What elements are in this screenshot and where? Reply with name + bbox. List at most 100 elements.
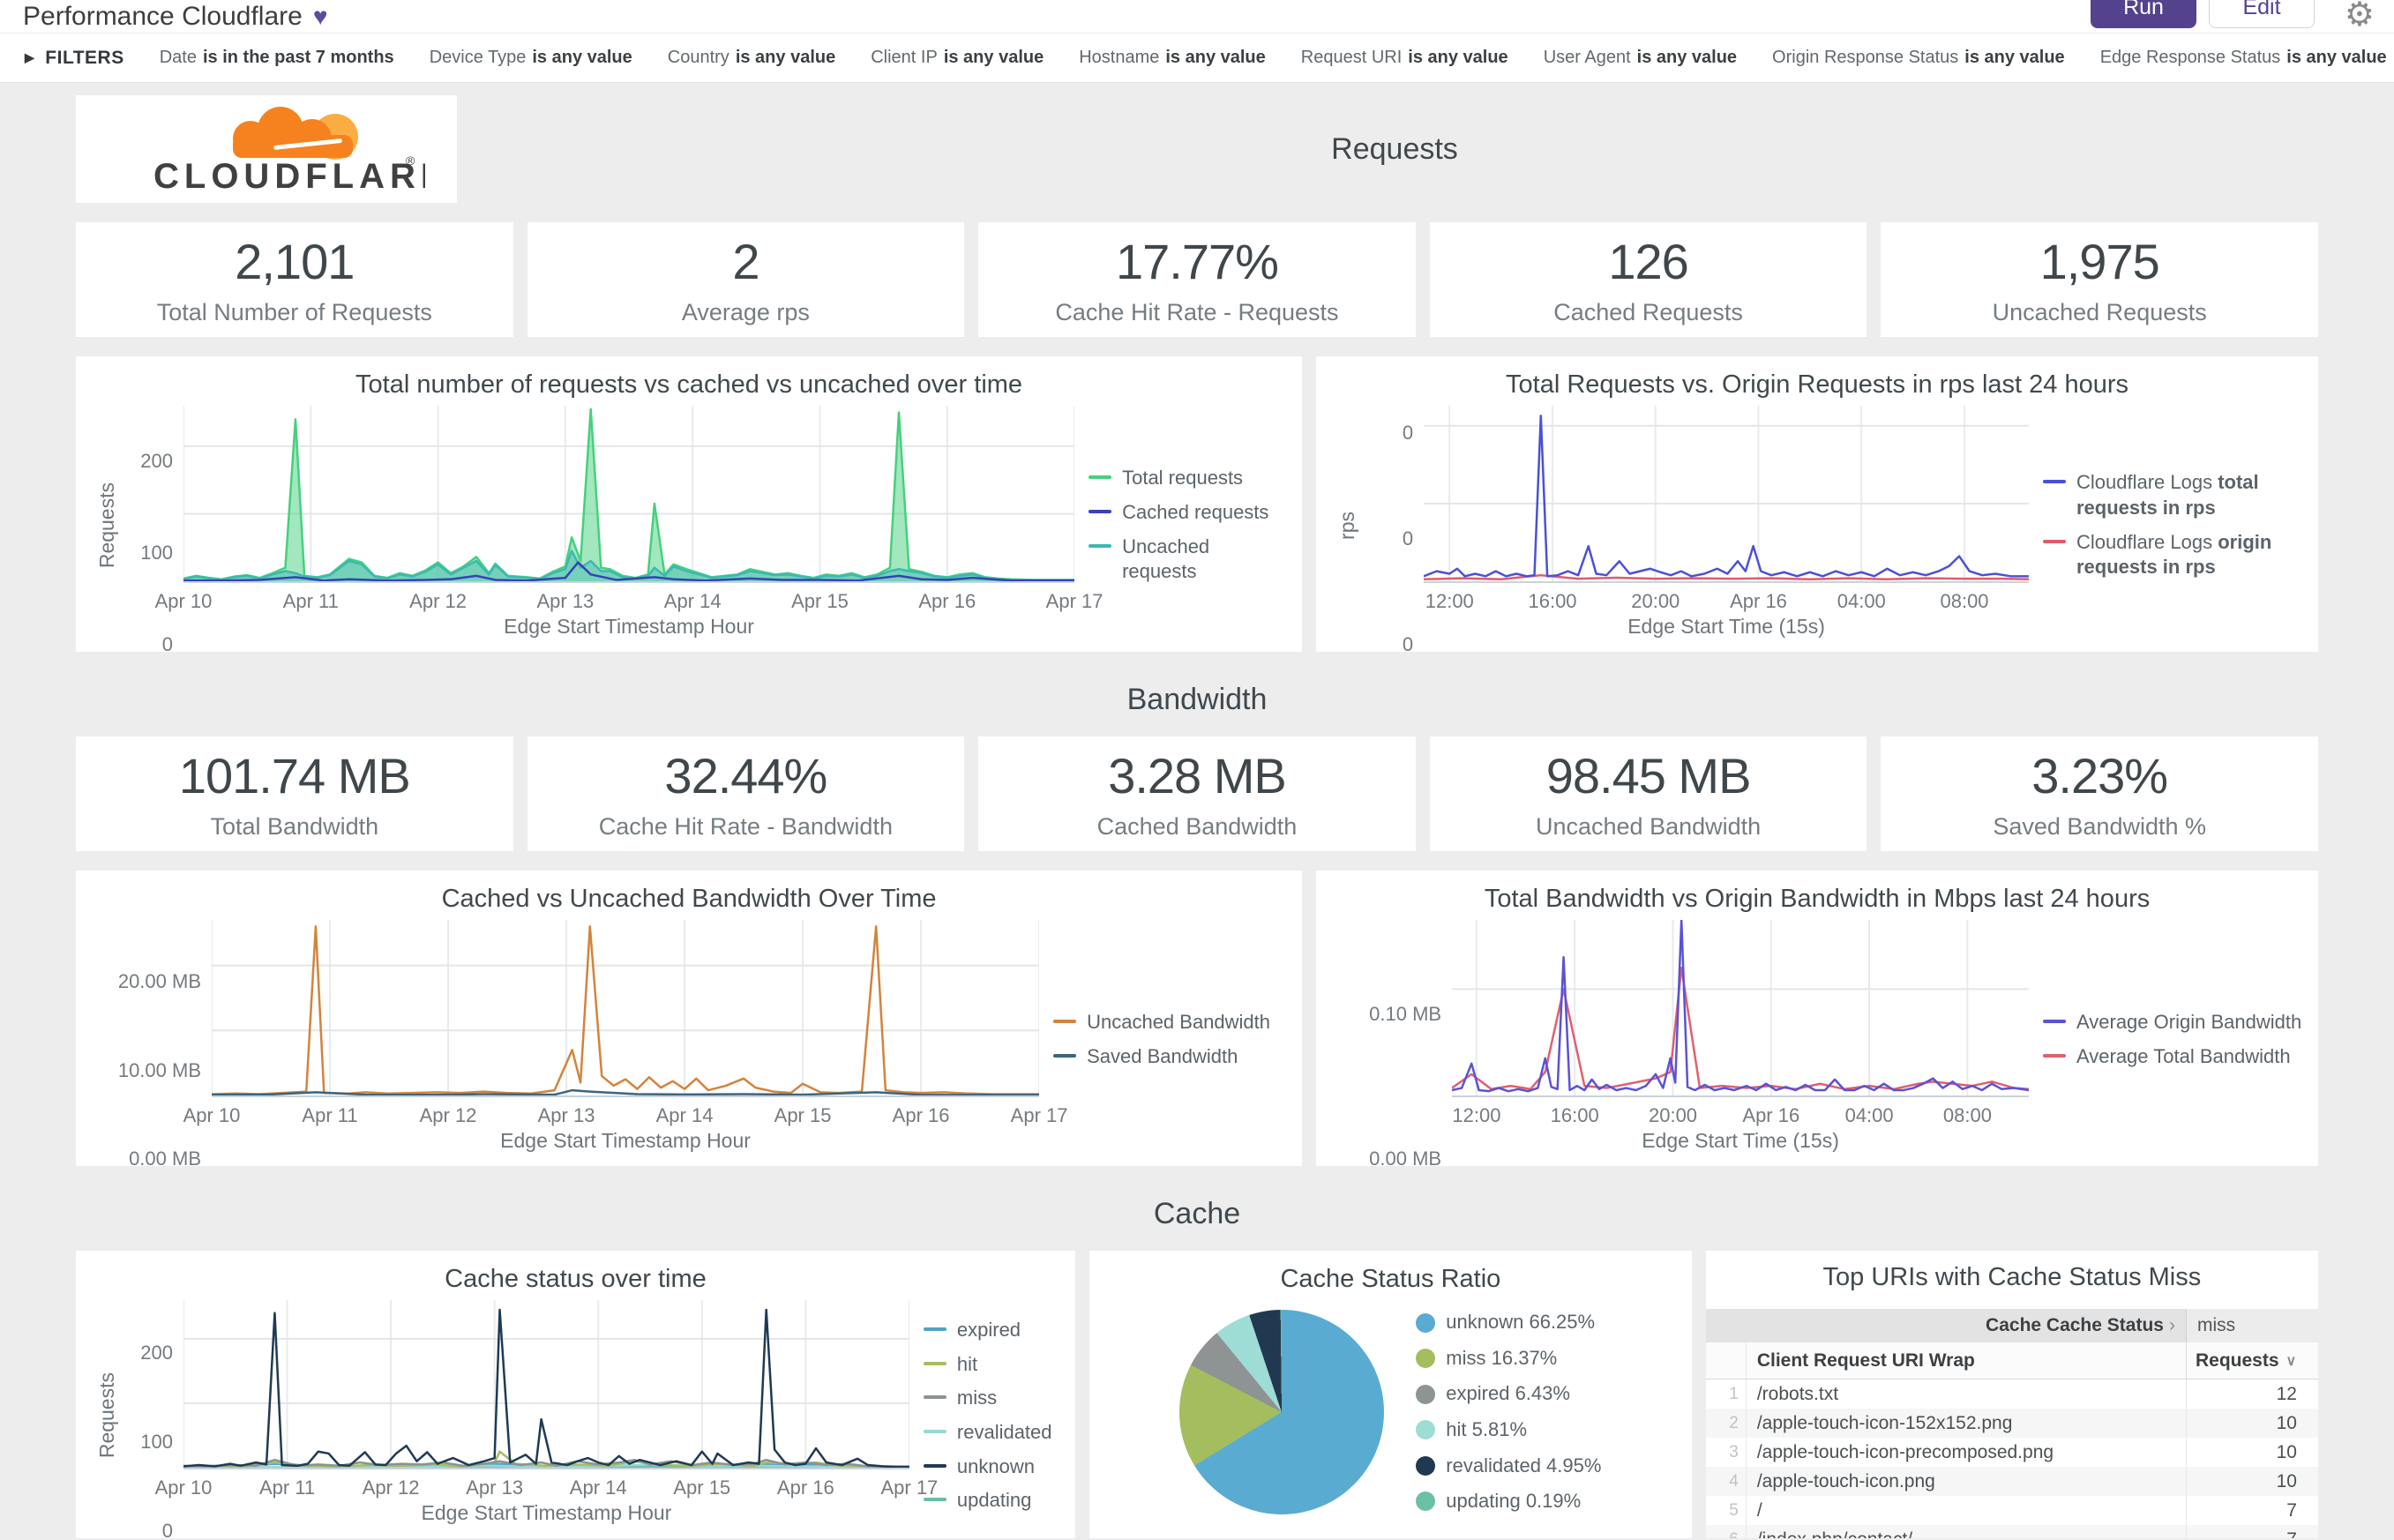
cell-requests[interactable]: 7	[2185, 1525, 2318, 1538]
table-row[interactable]: 2/apple-touch-icon-152x152.png 10	[1705, 1409, 2318, 1438]
legend-item-miss[interactable]: miss	[923, 1386, 1059, 1411]
filter-item-country[interactable]: Country is any value	[667, 48, 836, 67]
filter-item-hostname[interactable]: Hostname is any value	[1079, 48, 1266, 67]
legend-item-average-total-bandwidth[interactable]: Average Total Bandwidth	[2042, 1044, 2302, 1070]
x-tick-label: 20:00	[1648, 1104, 1698, 1126]
cell-requests[interactable]: 12	[2185, 1379, 2318, 1409]
cell-uri[interactable]: /robots.txt	[1756, 1383, 1839, 1404]
x-tick-label: Apr 12	[409, 590, 468, 612]
chart-plot-area[interactable]	[183, 406, 1075, 583]
chart-title: Total number of requests vs cached vs un…	[355, 370, 1023, 399]
cell-uri[interactable]: /apple-touch-icon-precomposed.png	[1756, 1441, 2054, 1462]
pie-legend-item-miss[interactable]: miss 16.37%	[1416, 1346, 1601, 1372]
kpi-value: 2	[732, 234, 759, 289]
section-title-requests: Requests	[1331, 131, 1458, 166]
legend-item-total-requests[interactable]: Total requests	[1089, 466, 1286, 491]
data-table: Cache Cache Status › miss Client Request …	[1705, 1309, 2318, 1539]
legend-item-total-requests-in-rps[interactable]: Cloudflare Logs total requests in rps	[2042, 470, 2302, 520]
row-number: 5	[1706, 1496, 1747, 1525]
legend-item-saved-bandwidth[interactable]: Saved Bandwidth	[1053, 1044, 1286, 1070]
table-top-uris: Top URIs with Cache Status Miss Cache Ca…	[1705, 1251, 2318, 1539]
pie-legend: unknown 66.25% miss 16.37% expired 6.43% hi…	[1416, 1310, 1601, 1514]
x-tick-label: Apr 17	[1045, 590, 1103, 612]
legend-item-expired[interactable]: expired	[923, 1318, 1059, 1343]
column-header-requests[interactable]: Requests ∨	[2185, 1342, 2318, 1379]
legend-item-updating[interactable]: updating	[923, 1488, 1059, 1514]
legend-label: hit	[956, 1352, 978, 1375]
legend-item-average-origin-bandwidth[interactable]: Average Origin Bandwidth	[2042, 1010, 2302, 1035]
cell-requests[interactable]: 10	[2185, 1438, 2318, 1467]
cell-uri[interactable]: /apple-touch-icon-152x152.png	[1756, 1412, 2013, 1433]
pie-legend-item-hit[interactable]: hit 5.81%	[1416, 1417, 1601, 1443]
kpi-value: 17.77%	[1116, 234, 1279, 289]
legend-item-cached-requests[interactable]: Cached requests	[1089, 500, 1286, 526]
cell-requests[interactable]: 7	[2185, 1496, 2318, 1525]
x-tick-label: 12:00	[1452, 1104, 1501, 1126]
legend-swatch	[1416, 1312, 1436, 1333]
cell-uri[interactable]: /	[1756, 1499, 1762, 1521]
cell-uri[interactable]: /apple-touch-icon.png	[1756, 1470, 1935, 1491]
chart-bandwidth-24h: Total Bandwidth vs Origin Bandwidth in M…	[1316, 871, 2318, 1170]
table-row[interactable]: 6/index.php/contact/7	[1705, 1525, 2318, 1539]
edit-button[interactable]: Edit	[2209, 0, 2315, 28]
filter-item-request-uri[interactable]: Request URI is any value	[1300, 48, 1508, 67]
cloudflare-logo-tile: CLOUDFLARE ®	[76, 95, 457, 203]
chart-plot-area[interactable]	[1452, 920, 2029, 1097]
bandwidth-charts-row: Cached vs Uncached Bandwidth Over Time 0…	[76, 871, 2318, 1170]
dashboard-canvas: CLOUDFLARE ® Requests 2,101 Total Number…	[0, 83, 2394, 1540]
x-tick-label: 08:00	[1940, 590, 1989, 612]
filter-item-origin-response-status[interactable]: Origin Response Status is any value	[1772, 48, 2065, 67]
cell-requests[interactable]: 10	[2185, 1467, 2318, 1496]
x-tick-label: Apr 14	[655, 1104, 714, 1126]
y-tick-label: 100	[140, 541, 173, 564]
pie-legend-item-updating[interactable]: updating 0.19%	[1416, 1489, 1601, 1514]
gear-icon[interactable]: ⚙	[2344, 0, 2375, 34]
filter-item-device-type[interactable]: Device Type is any value	[429, 48, 632, 67]
chart-plot-area[interactable]	[212, 920, 1040, 1097]
filter-item-client-ip[interactable]: Client IP is any value	[871, 48, 1044, 67]
pivot-field[interactable]: Cache Cache Status ›	[1986, 1315, 2175, 1335]
cell-uri[interactable]: /index.php/contact/	[1747, 1529, 2186, 1539]
filters-toggle[interactable]: ▶ FILTERS	[25, 48, 124, 69]
page-title-text: Performance Cloudflare	[23, 1, 303, 31]
table-row[interactable]: 1/robots.txt 12	[1706, 1379, 2318, 1409]
kpi-label: Total Bandwidth	[210, 813, 379, 840]
pie-legend-item-expired[interactable]: expired 6.43%	[1416, 1381, 1601, 1407]
cloudflare-logo: CLOUDFLARE ®	[153, 107, 425, 195]
kpi-label: Saved Bandwidth %	[1993, 813, 2206, 840]
legend-item-hit[interactable]: hit	[923, 1352, 1059, 1378]
x-tick-label: Apr 16	[1742, 1104, 1800, 1126]
legend-item-unknown[interactable]: unknown	[923, 1454, 1059, 1480]
legend-label: revalidated 4.95%	[1446, 1454, 1602, 1476]
table-row[interactable]: 3/apple-touch-icon-precomposed.png 10	[1706, 1438, 2318, 1467]
legend-item-uncached-bandwidth[interactable]: Uncached Bandwidth	[1053, 1010, 1286, 1035]
legend-swatch	[1089, 475, 1112, 480]
pie-legend-item-unknown[interactable]: unknown 66.25%	[1416, 1310, 1601, 1335]
y-axis-ticks: 0.00 MB 0.10 MB	[1332, 920, 1452, 1170]
filters-label: FILTERS	[45, 47, 124, 68]
filter-item-edge-response-status[interactable]: Edge Response Status is any value	[2099, 48, 2387, 67]
chart-plot-area[interactable]	[1424, 406, 2029, 583]
legend-item-revalidated[interactable]: revalidated	[923, 1420, 1059, 1446]
legend-swatch	[923, 1395, 946, 1400]
table-row[interactable]: 4/apple-touch-icon.png 10	[1705, 1467, 2318, 1496]
column-header-uri[interactable]: Client Request URI Wrap	[1756, 1349, 1975, 1371]
x-tick-label: Apr 13	[466, 1476, 524, 1499]
table-row[interactable]: 5 / 7	[1706, 1496, 2318, 1525]
legend-label: miss	[956, 1387, 998, 1409]
cell-requests[interactable]: 10	[2185, 1409, 2318, 1438]
run-button[interactable]: Run	[2091, 0, 2196, 28]
pie-legend-item-revalidated[interactable]: revalidated 4.95%	[1416, 1454, 1601, 1479]
legend-item-origin-requests-in-rps[interactable]: Cloudflare Logs origin requests in rps	[2042, 530, 2302, 580]
chart-plot-area[interactable]	[183, 1300, 909, 1469]
chart-title: Cache Status Ratio	[1280, 1265, 1501, 1293]
filter-item-date[interactable]: Date is in the past 7 months	[159, 48, 394, 67]
legend-item-uncached-requests[interactable]: Uncached requests	[1089, 535, 1286, 585]
y-axis-ticks: 0 100 200	[122, 406, 183, 655]
kpi-cached-requests: 126 Cached Requests	[1429, 222, 1867, 337]
pie-chart[interactable]	[1179, 1310, 1385, 1514]
kpi-value: 3.28 MB	[1108, 748, 1287, 804]
filter-item-user-agent[interactable]: User Agent is any value	[1543, 48, 1738, 67]
legend-label: expired 6.43%	[1446, 1382, 1570, 1405]
page-title: Performance Cloudflare ♥	[23, 2, 327, 32]
